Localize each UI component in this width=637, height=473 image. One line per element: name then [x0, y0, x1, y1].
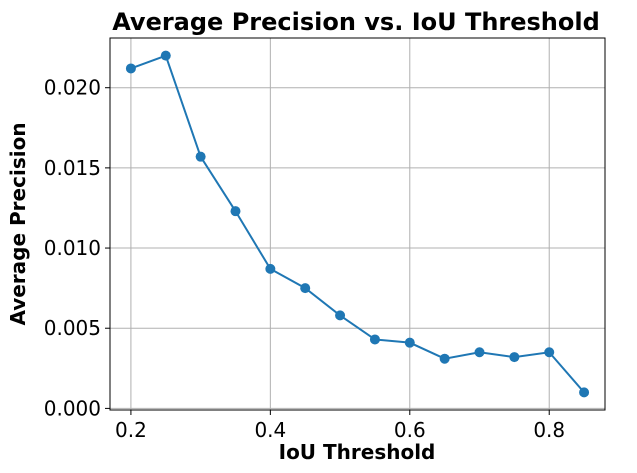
- data-point: [335, 310, 346, 321]
- data-point: [230, 206, 241, 217]
- x-tick-label: 0.6: [394, 418, 426, 442]
- y-tick-label: 0.010: [44, 236, 101, 260]
- series-line: [130, 54, 585, 394]
- axes-layer: 0.2 0.4 0.6 0.8 0.000 0.005 0.010 0.015 0.020: [44, 37, 606, 442]
- x-tick-label: 0.8: [533, 418, 565, 442]
- x-tick-label: 0.2: [115, 418, 147, 442]
- data-point: [404, 337, 415, 348]
- data-point: [160, 50, 171, 61]
- y-tick-label: 0.015: [44, 156, 101, 180]
- data-point: [579, 387, 590, 398]
- data-point: [439, 353, 450, 364]
- data-point: [265, 263, 276, 274]
- y-tick-label: 0.005: [44, 316, 101, 340]
- y-axis-label: Average Precision: [6, 122, 30, 325]
- chart-title: Average Precision vs. IoU Threshold: [112, 8, 600, 36]
- data-point: [369, 334, 380, 345]
- data-point: [125, 63, 136, 74]
- series-layer: [125, 50, 590, 398]
- data-point: [195, 151, 206, 162]
- x-tick-label: 0.4: [254, 418, 286, 442]
- data-point: [509, 352, 520, 363]
- data-point: [300, 283, 311, 294]
- y-tick-label: 0.020: [44, 76, 101, 100]
- x-axis-label: IoU Threshold: [279, 440, 436, 464]
- y-tick-label: 0.000: [44, 396, 101, 420]
- axes-frame: [109, 37, 606, 411]
- data-point: [474, 347, 485, 358]
- data-point: [544, 347, 555, 358]
